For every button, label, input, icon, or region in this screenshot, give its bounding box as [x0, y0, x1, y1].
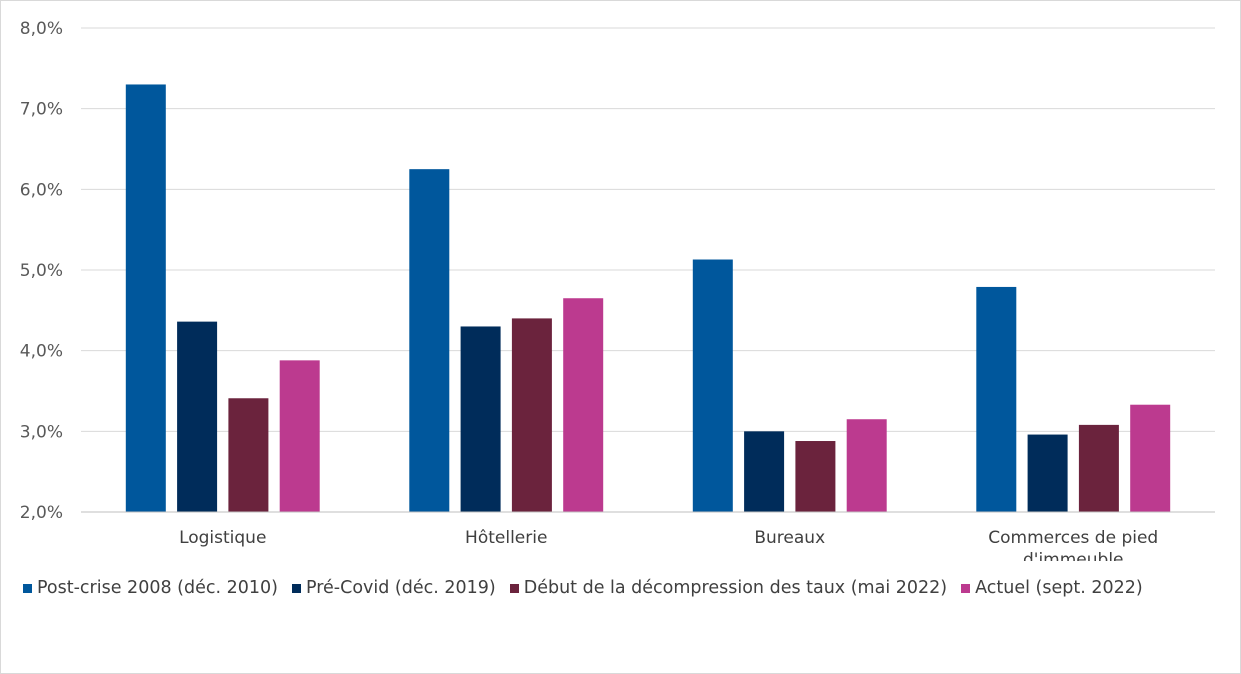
- legend-swatch: [291, 583, 301, 593]
- legend-label: Pré-Covid (déc. 2019): [305, 578, 496, 598]
- bar: [1130, 404, 1171, 512]
- legend-item: Post-crise 2008 (déc. 2010): [23, 578, 278, 598]
- y-axis-tick-labels: 2,0% 3,0% 4,0% 5,0% 6,0% 7,0% 8,0%: [20, 19, 63, 523]
- y-tick-label: 5,0%: [20, 261, 63, 281]
- bar: [744, 431, 785, 512]
- bar: [460, 326, 501, 512]
- y-tick-label: 7,0%: [20, 100, 63, 120]
- y-tick-label: 4,0%: [20, 342, 63, 362]
- legend-swatch: [509, 583, 519, 593]
- bar: [409, 169, 450, 512]
- bar: [228, 398, 269, 512]
- legend-swatch: [961, 583, 971, 593]
- bars: [125, 84, 1171, 512]
- y-tick-label: 3,0%: [20, 422, 63, 442]
- x-category-label: Commerces de pied d'immeuble: [988, 528, 1158, 561]
- x-category-label: Hôtellerie: [465, 528, 547, 548]
- gridlines: [81, 27, 1215, 432]
- bar: [511, 318, 552, 512]
- bar: [795, 441, 836, 512]
- legend-item: Début de la décompression des taux (mai …: [509, 578, 948, 598]
- bar: [1027, 434, 1068, 512]
- bar: [1078, 424, 1119, 512]
- legend-label: Post-crise 2008 (déc. 2010): [37, 578, 278, 598]
- bar: [976, 286, 1017, 512]
- y-tick-label: 8,0%: [20, 19, 63, 39]
- x-category-label: Bureaux: [754, 528, 825, 548]
- legend-item: Actuel (sept. 2022): [961, 578, 1143, 598]
- legend-label: Début de la décompression des taux (mai …: [523, 578, 948, 598]
- y-tick-label: 6,0%: [20, 180, 63, 200]
- bar: [846, 419, 887, 512]
- bar: [125, 84, 166, 512]
- legend-item: Pré-Covid (déc. 2019): [291, 578, 496, 598]
- y-tick-label: 2,0%: [20, 503, 63, 523]
- legend-swatch: [23, 583, 32, 593]
- bar: [177, 321, 218, 512]
- legend: Post-crise 2008 (déc. 2010) Pré-Covid (dé…: [23, 578, 1143, 598]
- bar-chart: 2,0% 3,0% 4,0% 5,0% 6,0% 7,0% 8,0% Logistique H…: [20, 19, 1215, 561]
- legend-label: Actuel (sept. 2022): [975, 578, 1143, 598]
- x-category-label: Logistique: [179, 528, 266, 548]
- bar: [279, 360, 320, 512]
- bar: [563, 298, 604, 512]
- bar: [692, 259, 733, 512]
- x-axis-category-labels: Logistique Hôtellerie Bureaux Commerces de …: [179, 528, 1158, 561]
